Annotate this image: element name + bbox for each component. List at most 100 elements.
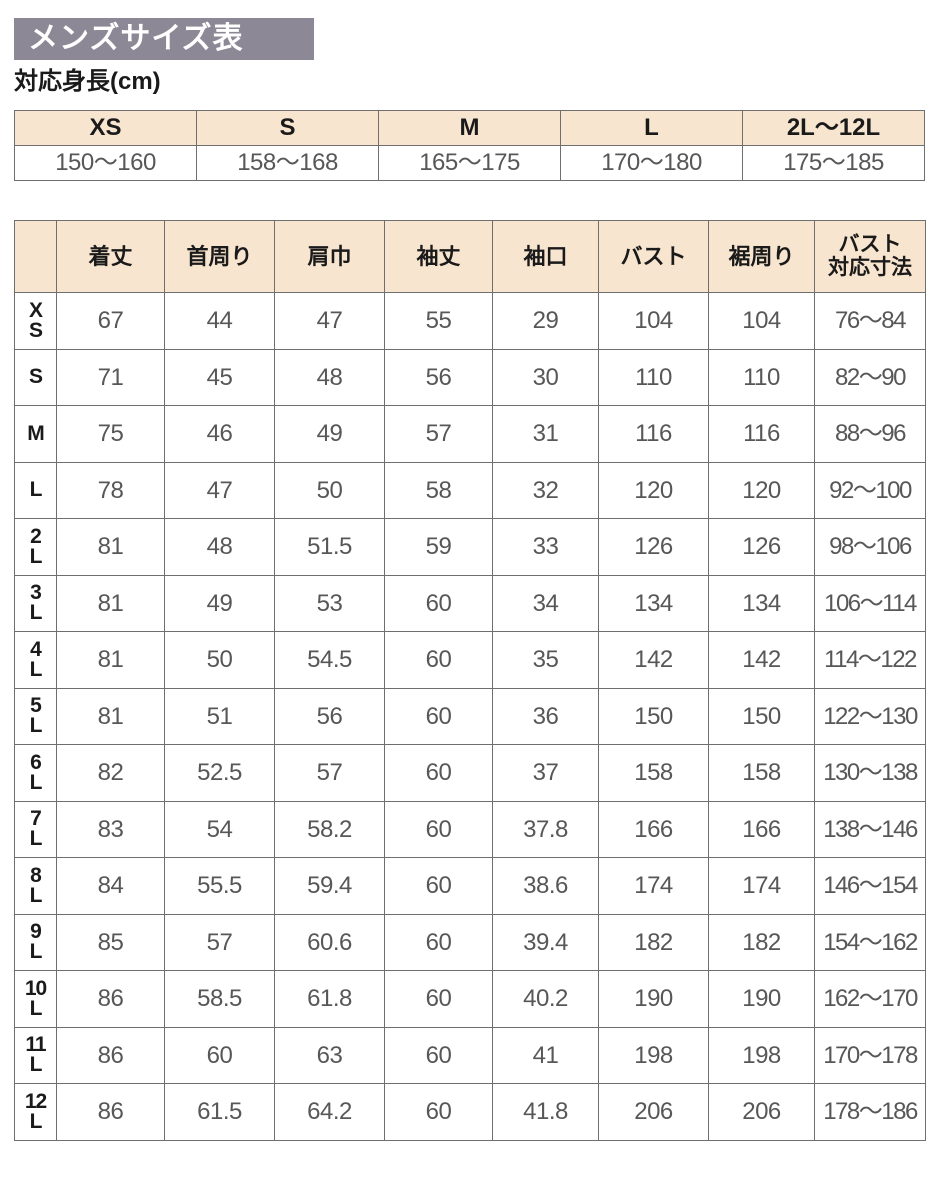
measurement-cell: 206 [708,1083,815,1141]
row-size-label-part: L [29,478,43,502]
table-row: 10 L 86 58.5 61.8 60 40.2 190 190 162〜170 [14,970,926,1028]
measurement-cell: 130〜138 [814,744,926,802]
measurement-cell: 120 [598,461,709,519]
measurement-cell: 63 [274,1026,385,1084]
measurement-cell: 56 [274,687,385,745]
row-size-label-part: 10 [24,976,47,1000]
measurement-cell: 38.6 [492,857,599,915]
measurement-cell: 40.2 [492,970,599,1028]
row-size-label: 12 L [14,1083,57,1141]
measurement-cell: 39.4 [492,913,599,971]
table-row: S 71 45 48 56 30 110 110 82〜90 [14,348,926,406]
row-size-label-part: 8 [30,863,42,887]
measurement-cell: 64.2 [274,1083,385,1141]
row-size-label-stack: 12 L [15,1091,56,1132]
measurement-cell: 98〜106 [814,518,926,576]
measurement-cell: 190 [708,970,815,1028]
measurement-cell: 206 [598,1083,709,1141]
measurement-cell: 34 [492,574,599,632]
column-header-bust: バスト [598,220,709,293]
measurement-cell: 82〜90 [814,348,926,406]
measurement-cell: 150 [708,687,815,745]
column-header-sodetake: 袖丈 [384,220,493,293]
table-row: 5 L 81 51 56 60 36 150 150 122〜130 [14,687,926,745]
measurement-cell: 37 [492,744,599,802]
row-size-label: M [14,405,57,463]
measurement-cell: 60 [384,1083,493,1141]
row-size-label-part: M [27,421,44,445]
measurement-cell: 166 [598,800,709,858]
row-size-label-part: L [29,657,43,681]
measurement-cell: 57 [274,744,385,802]
measurement-cell: 41.8 [492,1083,599,1141]
measurement-cell: 154〜162 [814,913,926,971]
table-row: 9 L 85 57 60.6 60 39.4 182 182 154〜162 [14,913,926,971]
measurement-cell: 49 [164,574,275,632]
measurement-cell: 158 [708,744,815,802]
measurement-cell: 86 [56,1026,165,1084]
row-size-label-part: S [28,365,43,389]
page-title: メンズサイズ表 [28,22,244,55]
height-size-header-s: S [196,110,379,146]
measurement-cell: 81 [56,574,165,632]
measurement-cell: 81 [56,631,165,689]
row-size-label-part: 4 [30,637,42,661]
measurement-cell: 104 [708,292,815,350]
measurement-cell: 54.5 [274,631,385,689]
measurement-cell: 162〜170 [814,970,926,1028]
row-size-label-part: L [29,770,43,794]
measurement-cell: 170〜178 [814,1026,926,1084]
measurement-cell: 58 [384,461,493,519]
measurement-cell: 84 [56,857,165,915]
measurement-cell: 104 [598,292,709,350]
column-header-sodeguchi: 袖口 [492,220,599,293]
measurement-cell: 55 [384,292,493,350]
measurement-cell: 53 [274,574,385,632]
measurement-cell: 71 [56,348,165,406]
measurement-cell: 76〜84 [814,292,926,350]
measurement-cell: 58.5 [164,970,275,1028]
row-size-label-part: 2 [30,524,42,548]
measurement-cell: 58.2 [274,800,385,858]
measurement-cell: 60 [164,1026,275,1084]
bust-taiou-line2: 対応寸法 [828,255,912,279]
row-size-label: 11 L [14,1026,57,1084]
measurement-cell: 59 [384,518,493,576]
measurement-cell: 50 [274,461,385,519]
measurement-cell: 116 [708,405,815,463]
table-row: 4 L 81 50 54.5 60 35 142 142 114〜122 [14,631,926,689]
measurement-cell: 55.5 [164,857,275,915]
measurement-cell: 60 [384,631,493,689]
measurement-cell: 52.5 [164,744,275,802]
measurement-cell: 51 [164,687,275,745]
row-size-label-part: 7 [30,807,42,831]
measurement-cell: 106〜114 [814,574,926,632]
measurement-cell: 61.8 [274,970,385,1028]
row-size-label-part: 6 [30,750,42,774]
title-banner: メンズサイズ表 [14,18,314,60]
measurement-cell: 78 [56,461,165,519]
measurement-cell: 110 [708,348,815,406]
measurement-cell: 60 [384,687,493,745]
measurement-cell: 46 [164,405,275,463]
measurement-cell: 142 [708,631,815,689]
row-size-label-part: 11 [25,1033,46,1057]
height-value-2l-12l: 175〜185 [742,145,925,181]
measurement-cell: 60.6 [274,913,385,971]
column-header-bust-taiou-sunpou: バスト 対応寸法 [814,220,926,293]
measurement-cell: 174 [708,857,815,915]
measurement-cell: 60 [384,800,493,858]
row-size-label: 10 L [14,970,57,1028]
measurement-cell: 50 [164,631,275,689]
